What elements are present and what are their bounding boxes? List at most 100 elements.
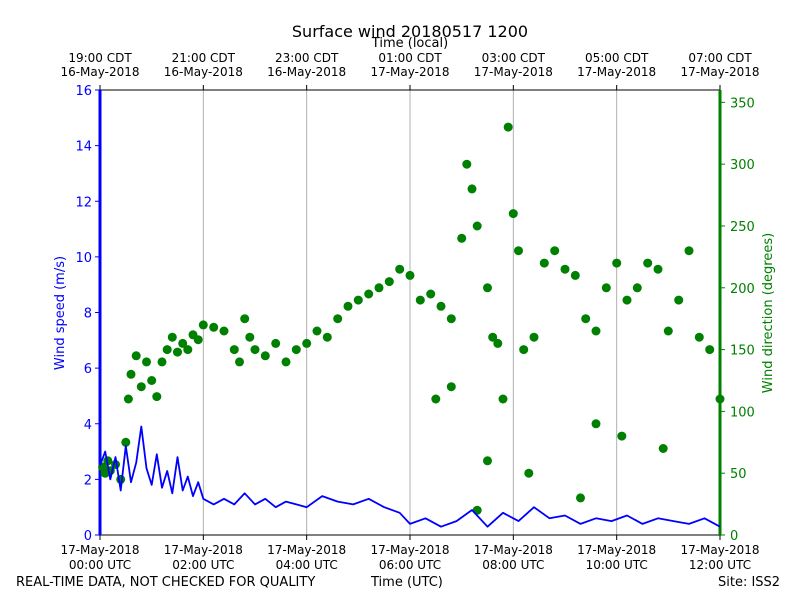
- top-tick-time: 07:00 CDT: [688, 51, 752, 65]
- top-tick-date: 17-May-2018: [474, 65, 553, 79]
- wind-direction-point: [131, 351, 141, 361]
- bottom-tick-date: 17-May-2018: [267, 543, 346, 557]
- wind-direction-point: [364, 289, 374, 299]
- wind-direction-point: [436, 301, 446, 311]
- wind-direction-point: [493, 338, 503, 348]
- top-tick-date: 16-May-2018: [60, 65, 139, 79]
- wind-direction-point: [622, 295, 632, 305]
- wind-direction-point: [209, 322, 219, 332]
- wind-direction-point: [705, 345, 715, 355]
- wind-direction-point: [524, 468, 534, 478]
- wind-speed-line: [99, 425, 721, 528]
- wind-direction-point: [431, 394, 441, 404]
- wind-direction-point: [281, 357, 291, 367]
- wind-direction-point: [126, 369, 136, 379]
- wind-direction-point: [581, 314, 591, 324]
- bottom-tick-time: 02:00 UTC: [172, 558, 234, 572]
- right-tick-label: 200: [730, 282, 755, 297]
- wind-direction-point: [462, 159, 472, 169]
- footer-quality-note: REAL-TIME DATA, NOT CHECKED FOR QUALITY: [16, 575, 316, 590]
- wind-direction-point: [617, 431, 627, 441]
- bottom-tick-date: 17-May-2018: [370, 543, 449, 557]
- wind-direction-point: [116, 474, 126, 484]
- wind-direction-point: [483, 456, 492, 466]
- left-tick-label: 16: [75, 84, 92, 99]
- left-tick-label: 10: [75, 251, 92, 266]
- left-tick-label: 4: [84, 418, 92, 433]
- top-tick-time: 23:00 CDT: [275, 51, 339, 65]
- top-tick-time: 03:00 CDT: [482, 51, 546, 65]
- wind-direction-point: [343, 301, 353, 311]
- top-tick-time: 05:00 CDT: [585, 51, 649, 65]
- wind-direction-point: [260, 351, 270, 361]
- top-tick-date: 16-May-2018: [267, 65, 346, 79]
- wind-direction-point: [529, 332, 539, 342]
- wind-direction-point: [591, 326, 601, 336]
- wind-direction-point: [405, 270, 415, 280]
- top-axis-label: Time (local): [371, 36, 448, 51]
- right-axis: 0 50 100 150 200 250 300 350: [720, 96, 755, 544]
- right-axis-label: Wind direction (degrees): [761, 233, 776, 393]
- grid: [202, 90, 618, 535]
- wind-direction-point: [395, 264, 405, 274]
- wind-direction-point: [183, 345, 193, 355]
- footer-xlabel: Time (UTC): [371, 575, 443, 590]
- wind-direction-point: [271, 338, 281, 348]
- wind-direction-point: [152, 392, 162, 402]
- right-tick-label: 300: [730, 158, 755, 173]
- bottom-tick-time: 04:00 UTC: [276, 558, 338, 572]
- wind-direction-point: [384, 277, 394, 287]
- left-axis-label: Wind speed (m/s): [53, 256, 68, 370]
- wind-direction-point: [147, 376, 157, 385]
- bottom-tick-date: 17-May-2018: [164, 543, 243, 557]
- wind-direction-point: [219, 326, 229, 336]
- wind-direction-point: [374, 283, 384, 293]
- wind-direction-point: [123, 394, 133, 404]
- wind-direction-point: [483, 283, 492, 293]
- wind-direction-point: [157, 357, 167, 367]
- wind-direction-point: [658, 444, 668, 453]
- bottom-tick-date: 17-May-2018: [60, 543, 139, 557]
- footer-site: Site: ISS2: [718, 575, 781, 590]
- left-tick-label: 8: [84, 307, 92, 322]
- wind-direction-point: [503, 122, 513, 132]
- wind-direction-point: [576, 493, 585, 503]
- wind-direction-point: [229, 345, 239, 355]
- bottom-tick-time: 10:00 UTC: [586, 558, 648, 572]
- wind-direction-point: [235, 357, 244, 367]
- bottom-tick-date: 17-May-2018: [680, 543, 759, 557]
- wind-direction-point: [162, 345, 172, 355]
- left-tick-label: 2: [84, 473, 92, 488]
- wind-direction-point: [193, 335, 203, 345]
- wind-direction-point: [136, 382, 146, 392]
- series-wind-speed: [99, 425, 721, 528]
- wind-direction-point: [312, 326, 322, 336]
- wind-direction-point: [173, 347, 182, 357]
- wind-direction-point: [240, 314, 250, 324]
- right-tick-label: 50: [730, 467, 747, 482]
- left-tick-label: 12: [75, 195, 92, 210]
- wind-direction-point: [632, 283, 642, 293]
- wind-direction-point: [142, 357, 151, 367]
- top-tick-time: 01:00 CDT: [378, 51, 442, 65]
- wind-direction-point: [472, 221, 482, 231]
- right-tick-label: 0: [730, 529, 738, 544]
- top-tick-date: 17-May-2018: [577, 65, 656, 79]
- wind-direction-point: [612, 258, 622, 268]
- wind-direction-point: [167, 332, 177, 342]
- wind-direction-point: [302, 338, 312, 348]
- bottom-tick-date: 17-May-2018: [577, 543, 656, 557]
- wind-direction-point: [467, 184, 477, 194]
- top-tick-time: 21:00 CDT: [172, 51, 236, 65]
- wind-direction-point: [353, 295, 363, 305]
- wind-direction-point: [426, 289, 436, 299]
- series-wind-direction: [98, 122, 725, 515]
- bottom-tick-date: 17-May-2018: [474, 543, 553, 557]
- chart-title: Surface wind 20180517 1200: [292, 22, 528, 41]
- wind-direction-point: [245, 332, 255, 342]
- wind-direction-point: [508, 209, 518, 219]
- left-tick-label: 0: [84, 529, 92, 544]
- wind-direction-point: [715, 394, 725, 404]
